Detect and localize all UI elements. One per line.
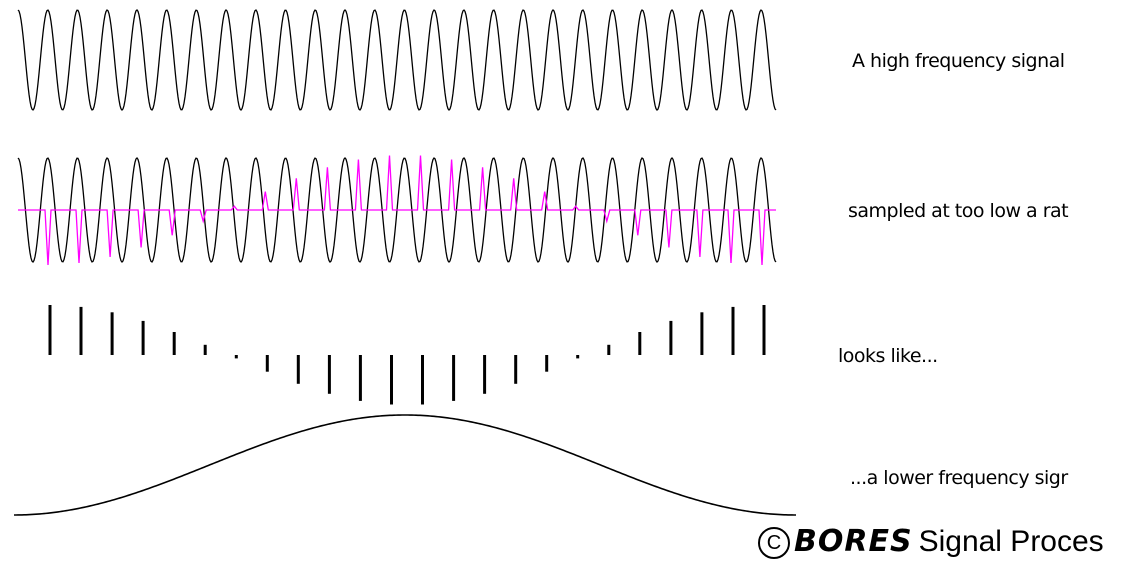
- caption-looks-like: looks like...: [838, 345, 938, 367]
- caption-lower-frequency-signal: ...a lower frequency sigr: [850, 467, 1068, 489]
- copyright-text: Signal Proces: [918, 525, 1104, 558]
- caption-high-frequency-signal: A high frequency signal: [852, 50, 1065, 72]
- copyright-icon: C: [758, 527, 790, 559]
- sample-points-trace: [18, 155, 776, 266]
- brand-logo: BORES: [794, 524, 913, 559]
- sample-bars: [48, 305, 766, 405]
- high-frequency-wave: [17, 9, 777, 111]
- copyright-notice: C BORES Signal Proces: [758, 524, 1104, 559]
- caption-sampled-too-low: sampled at too low a rat: [848, 200, 1069, 222]
- low-frequency-wave: [13, 414, 797, 516]
